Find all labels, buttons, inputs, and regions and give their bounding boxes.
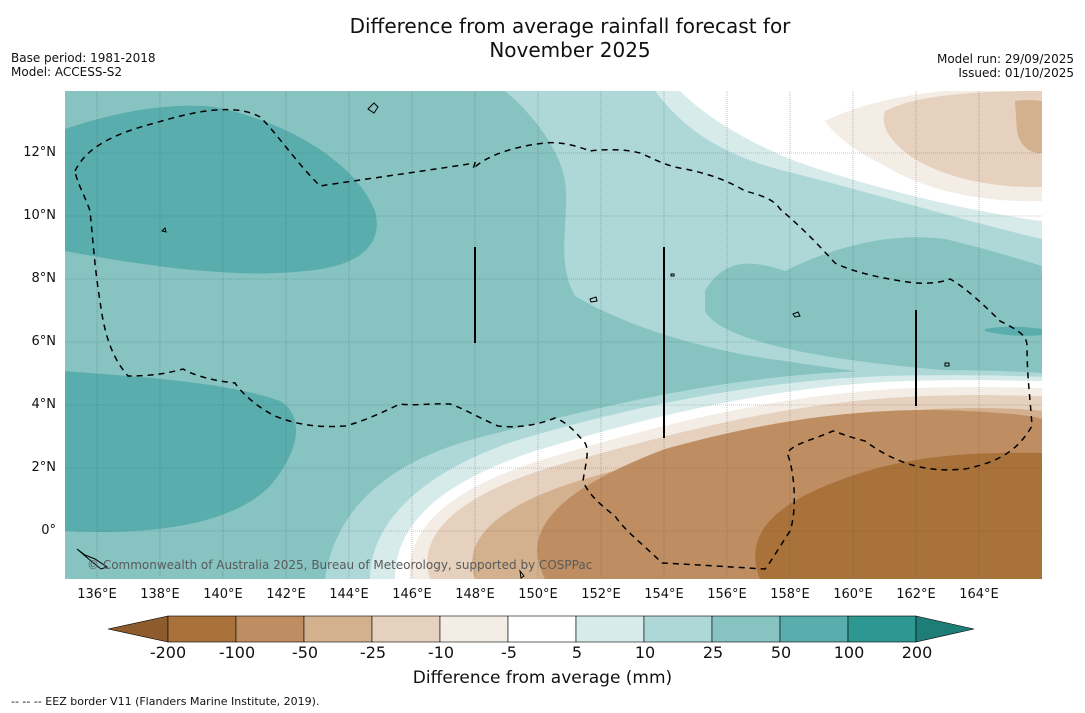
lon-label-136e: 136°E xyxy=(77,587,117,602)
colorbar-segment-9 xyxy=(779,615,849,643)
colorbar-tick-neg100: -100 xyxy=(218,643,256,662)
colorbar-segment-2 xyxy=(303,615,373,643)
region-50-100-north xyxy=(65,105,377,274)
lat-label-0: 0° xyxy=(41,523,56,538)
colorbar-extend-low xyxy=(107,615,169,643)
region-neg100-neg200 xyxy=(755,452,1042,579)
colorbar-tick-5: 5 xyxy=(571,643,583,662)
lon-label-158e: 158°E xyxy=(770,587,810,602)
colorbar-segment-7 xyxy=(643,615,713,643)
lon-label-144e: 144°E xyxy=(329,587,369,602)
model-run: Model run: 29/09/2025 xyxy=(936,52,1074,66)
colorbar-tick-neg200: -200 xyxy=(149,643,187,662)
lon-label-160e: 160°E xyxy=(833,587,873,602)
gridlines xyxy=(65,91,1042,579)
lat-label-8n: 8°N xyxy=(31,271,57,286)
lat-label-10n: 10°N xyxy=(23,208,56,223)
region-50-100-east xyxy=(985,326,1042,336)
colorbar-segment-4 xyxy=(439,615,509,643)
lon-label-146e: 146°E xyxy=(392,587,432,602)
colorbar-segment-5 xyxy=(507,615,577,643)
colorbar-segment-0 xyxy=(167,615,237,643)
region-25-50-east xyxy=(705,237,1042,376)
colorbar-segment-3 xyxy=(371,615,441,643)
colorbar-segments xyxy=(107,615,975,643)
colorbar-tick-25: 25 xyxy=(702,643,724,662)
colorbar-tick-neg25: -25 xyxy=(359,643,387,662)
colorbar-segment-10 xyxy=(847,615,917,643)
colorbar-segment-1 xyxy=(235,615,305,643)
model-name: Model: ACCESS-S2 xyxy=(11,65,123,79)
rainfall-map: © Commonwealth of Australia 2025, Bureau… xyxy=(65,91,1042,579)
base-period: Base period: 1981-2018 xyxy=(11,51,156,65)
colorbar-tick-neg50: -50 xyxy=(291,643,319,662)
region-50-100-south xyxy=(65,371,297,532)
meta-right: Model run: 29/09/2025 Issued: 01/10/2025 xyxy=(937,52,1074,80)
region-neg10-neg25 xyxy=(883,91,1042,188)
lon-label-148e: 148°E xyxy=(455,587,495,602)
colorbar-segment-6 xyxy=(575,615,645,643)
meta-left: Base period: 1981-2018 Model: ACCESS-S2 xyxy=(11,51,156,79)
title-line-2: November 2025 xyxy=(489,38,651,62)
eez-footnote: -- -- -- EEZ border V11 (Flanders Marine… xyxy=(11,695,320,708)
lon-label-156e: 156°E xyxy=(707,587,747,602)
colorbar-tick-10: 10 xyxy=(634,643,656,662)
colorbar-tick-50: 50 xyxy=(770,643,792,662)
issued-date: Issued: 01/10/2025 xyxy=(958,66,1074,80)
colorbar-tick-neg5: -5 xyxy=(501,643,517,662)
lon-label-150e: 150°E xyxy=(518,587,558,602)
lat-label-4n: 4°N xyxy=(31,397,57,412)
lat-label-12n: 12°N xyxy=(23,145,56,160)
map-canvas xyxy=(65,91,1042,579)
colorbar-segment-8 xyxy=(711,615,781,643)
lon-label-164e: 164°E xyxy=(959,587,999,602)
region-neg25-neg50-north xyxy=(1015,100,1042,154)
chart-title: Difference from average rainfall forecas… xyxy=(0,14,1085,62)
lon-label-152e: 152°E xyxy=(581,587,621,602)
lat-label-2n: 2°N xyxy=(31,460,57,475)
map-credit: © Commonwealth of Australia 2025, Bureau… xyxy=(87,558,593,572)
lon-label-138e: 138°E xyxy=(140,587,180,602)
colorbar-tick-200: 200 xyxy=(901,643,933,662)
lon-label-142e: 142°E xyxy=(266,587,306,602)
colorbar xyxy=(107,615,975,643)
eez-border xyxy=(74,108,1033,570)
islands xyxy=(76,102,950,579)
lon-label-162e: 162°E xyxy=(896,587,936,602)
lon-label-154e: 154°E xyxy=(644,587,684,602)
title-line-1: Difference from average rainfall forecas… xyxy=(349,14,791,38)
colorbar-tick-neg10: -10 xyxy=(427,643,455,662)
colorbar-label: Difference from average (mm) xyxy=(412,668,673,688)
colorbar-extend-high xyxy=(915,615,975,643)
lat-label-6n: 6°N xyxy=(31,334,57,349)
lon-label-140e: 140°E xyxy=(203,587,243,602)
colorbar-tick-100: 100 xyxy=(833,643,865,662)
